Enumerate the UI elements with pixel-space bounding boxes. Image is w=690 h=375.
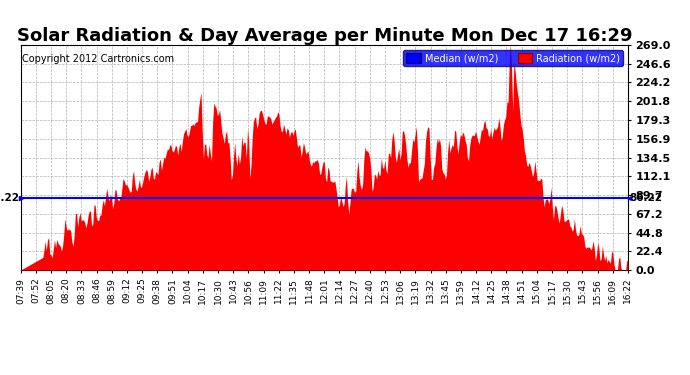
Text: 86.22: 86.22 <box>629 193 662 203</box>
Legend: Median (w/m2), Radiation (w/m2): Median (w/m2), Radiation (w/m2) <box>404 50 623 66</box>
Text: 86.22: 86.22 <box>0 193 19 203</box>
Title: Solar Radiation & Day Average per Minute Mon Dec 17 16:29: Solar Radiation & Day Average per Minute… <box>17 27 632 45</box>
Text: Copyright 2012 Cartronics.com: Copyright 2012 Cartronics.com <box>22 54 174 64</box>
